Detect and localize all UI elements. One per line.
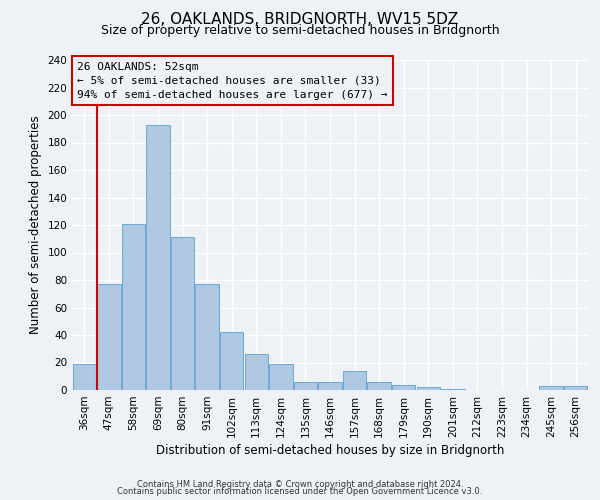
Bar	[97, 284, 121, 390]
Text: Contains public sector information licensed under the Open Government Licence v3: Contains public sector information licen…	[118, 488, 482, 496]
Bar	[343, 371, 366, 390]
Bar	[146, 124, 170, 390]
Text: 26, OAKLANDS, BRIDGNORTH, WV15 5DZ: 26, OAKLANDS, BRIDGNORTH, WV15 5DZ	[142, 12, 458, 28]
X-axis label: Distribution of semi-detached houses by size in Bridgnorth: Distribution of semi-detached houses by …	[156, 444, 504, 457]
Bar	[392, 384, 415, 390]
Y-axis label: Number of semi-detached properties: Number of semi-detached properties	[29, 116, 42, 334]
Bar	[539, 386, 563, 390]
Text: Contains HM Land Registry data © Crown copyright and database right 2024.: Contains HM Land Registry data © Crown c…	[137, 480, 463, 489]
Bar	[294, 382, 317, 390]
Bar	[319, 382, 341, 390]
Text: Size of property relative to semi-detached houses in Bridgnorth: Size of property relative to semi-detach…	[101, 24, 499, 37]
Bar	[269, 364, 293, 390]
Bar	[122, 224, 145, 390]
Bar	[245, 354, 268, 390]
Bar	[564, 386, 587, 390]
Bar	[367, 382, 391, 390]
Bar	[171, 238, 194, 390]
Bar	[416, 387, 440, 390]
Text: 26 OAKLANDS: 52sqm
← 5% of semi-detached houses are smaller (33)
94% of semi-det: 26 OAKLANDS: 52sqm ← 5% of semi-detached…	[77, 62, 388, 100]
Bar	[196, 284, 219, 390]
Bar	[441, 388, 464, 390]
Bar	[220, 332, 244, 390]
Bar	[73, 364, 96, 390]
